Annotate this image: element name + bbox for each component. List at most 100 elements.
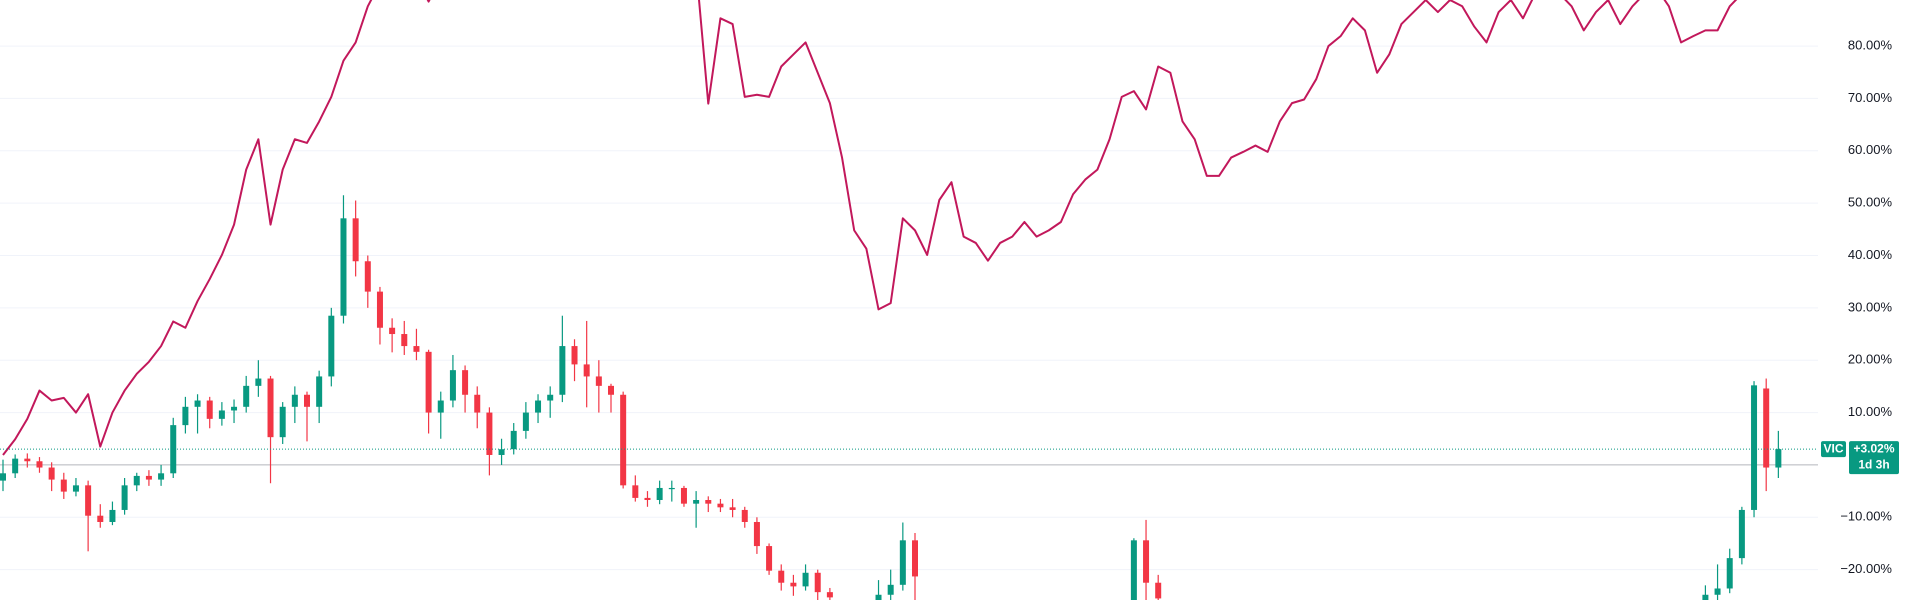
candle-body: [145, 475, 152, 480]
candle-body: [1751, 385, 1758, 510]
plot-area: [0, 0, 1818, 600]
y-tick-label: 30.00%: [1848, 299, 1893, 314]
candle-body: [389, 327, 396, 335]
candle-body: [133, 475, 140, 486]
y-tick-label: 40.00%: [1848, 247, 1893, 262]
candle-body: [766, 546, 773, 571]
candle-body: [194, 400, 201, 407]
candle-body: [109, 509, 116, 522]
candle-body: [158, 473, 165, 480]
candle-body: [547, 394, 554, 401]
candle-body: [36, 461, 43, 468]
candle-body: [1143, 540, 1150, 583]
candle-body: [522, 412, 529, 431]
candle-body: [705, 500, 712, 504]
candle-body: [85, 485, 92, 516]
candle-body: [1130, 540, 1137, 600]
candle-body: [802, 572, 809, 587]
candle-body: [12, 458, 19, 474]
countdown-label: 1d 3h: [1858, 457, 1889, 471]
candle-body: [97, 515, 104, 522]
candle-body: [72, 485, 79, 492]
candle-body: [48, 467, 55, 480]
candle-body: [462, 370, 469, 395]
candle-body: [1714, 588, 1721, 595]
candle-body: [449, 370, 456, 401]
symbol-tag: [1821, 441, 1846, 458]
candle-body: [790, 582, 797, 587]
candle-body: [304, 394, 310, 407]
candle-body: [218, 410, 225, 419]
candle-body: [486, 412, 493, 455]
candle-body: [632, 485, 639, 498]
candle-body: [571, 346, 578, 365]
candle-body: [583, 364, 590, 377]
candle-body: [1738, 509, 1745, 559]
candle-body: [668, 487, 675, 490]
candle-body: [814, 572, 821, 593]
candle-body: [875, 594, 882, 600]
candle-body: [340, 218, 347, 316]
y-tick-label: 70.00%: [1848, 90, 1893, 105]
candle-body: [170, 425, 177, 474]
candle-body: [1726, 558, 1733, 589]
candle-body: [595, 376, 602, 386]
candle-body: [680, 487, 687, 504]
y-tick-label: −10.00%: [1840, 509, 1892, 524]
candle-body: [474, 394, 481, 413]
candle-body: [899, 540, 906, 585]
candle-body: [778, 570, 785, 583]
candle-body: [279, 406, 286, 438]
y-tick-label: 60.00%: [1848, 142, 1893, 157]
candle-body: [255, 378, 262, 386]
candle-body: [717, 503, 724, 508]
candle-body: [644, 497, 651, 500]
candle-body: [182, 406, 189, 426]
last-value-label: +3.02%: [1853, 441, 1894, 455]
candle-body: [291, 394, 298, 407]
candle-body: [1763, 388, 1770, 468]
candle-body: [1702, 594, 1709, 600]
y-tick-label: 80.00%: [1848, 38, 1893, 53]
candle-body: [352, 218, 359, 262]
last-value-tag: [1849, 441, 1899, 475]
price-axis: 80.00% 70.00% 60.00% 50.00% 40.00% 30.00% 20.0…: [1821, 38, 1899, 576]
symbol-label: VIC: [1823, 441, 1843, 455]
candle-body: [887, 584, 894, 595]
candle-body: [741, 509, 748, 522]
candle-body: [535, 400, 542, 413]
candle-body: [498, 449, 505, 455]
candle-body: [243, 385, 250, 407]
candle-body: [826, 592, 833, 598]
candle-body: [620, 394, 627, 486]
comparison-line: [2, 0, 1738, 456]
candle-body: [267, 378, 274, 438]
y-tick-label: 10.00%: [1848, 404, 1893, 419]
candle-body: [1775, 449, 1782, 468]
y-tick-label: 50.00%: [1848, 195, 1893, 210]
candle-body: [206, 400, 213, 419]
candle-body: [1155, 582, 1162, 599]
candle-body: [912, 540, 918, 577]
candle-body: [559, 346, 566, 395]
y-tick-label: −20.00%: [1840, 561, 1892, 576]
candle-body: [656, 487, 663, 500]
candle-body: [413, 346, 420, 352]
candle-body: [316, 376, 323, 407]
candle-body: [231, 406, 238, 411]
candle-body: [376, 291, 383, 328]
candle-body: [401, 334, 408, 347]
candle-body: [729, 507, 736, 510]
candle-body: [693, 500, 700, 504]
candle-body: [328, 315, 335, 377]
y-tick-label: 20.00%: [1848, 352, 1893, 367]
candle-body: [510, 430, 517, 450]
candle-body: [753, 521, 760, 547]
candle-body: [24, 458, 31, 462]
candle-body: [60, 479, 67, 492]
candle-body: [364, 261, 371, 292]
candle-body: [425, 351, 432, 413]
candle-body: [608, 385, 614, 395]
